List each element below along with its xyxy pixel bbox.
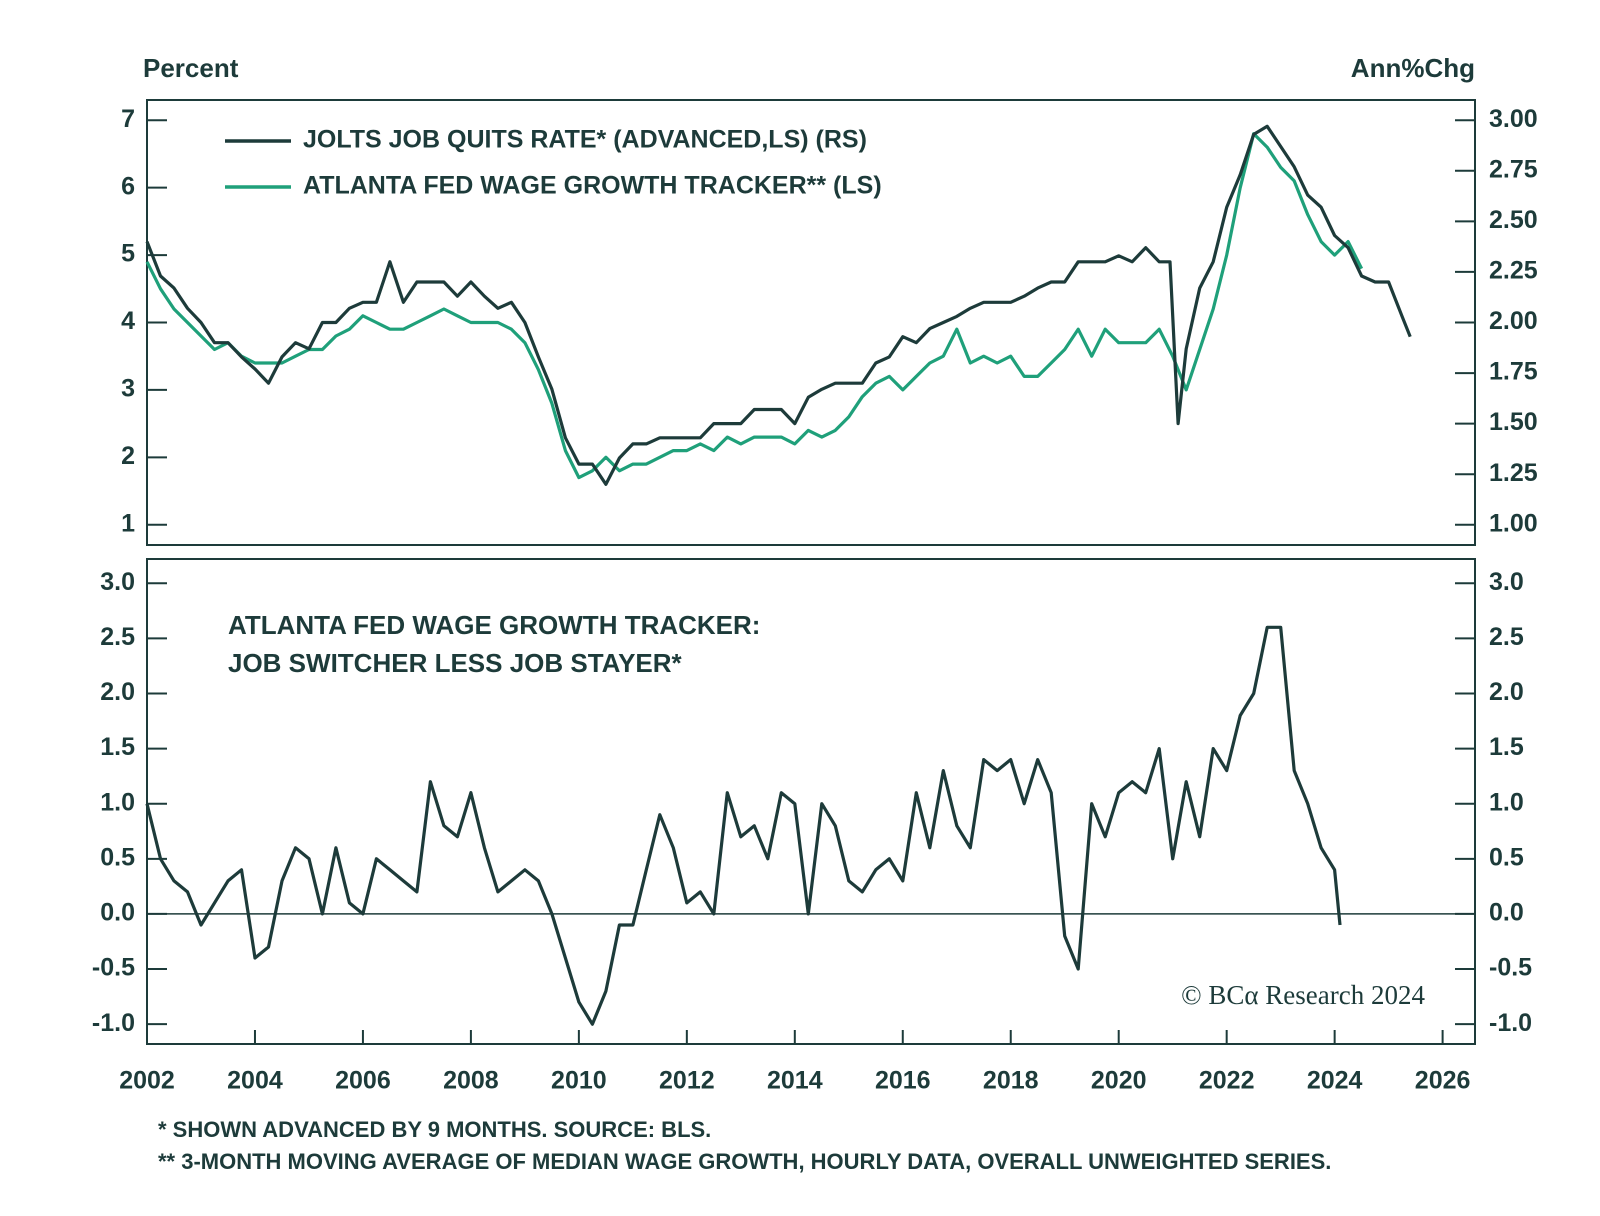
y-tick-label: -0.5 [92,954,135,982]
annotation: ATLANTA FED WAGE GROWTH TRACKER: [228,610,760,640]
plot-frame [146,99,1476,546]
y2-tick-label: 2.50 [1489,206,1538,234]
y-tick-label: 2.0 [100,678,135,706]
data-line [145,132,1364,480]
y2-tick-label: 1.75 [1489,358,1538,386]
y-tick-label: 3.0 [100,568,135,596]
y-tick-label: 2 [121,442,135,470]
x-tick-label: 2016 [875,1067,931,1095]
x-tick-label: 2022 [1199,1067,1255,1095]
y-tick-label: 6 [121,172,135,200]
x-tick-label: 2010 [551,1067,607,1095]
x-tick-label: 2012 [659,1067,715,1095]
y2-tick-label: -1.0 [1489,1009,1532,1037]
y2-tick-label: 0.0 [1489,899,1524,927]
y2-tick-label: 1.5 [1489,733,1524,761]
y2-tick-label: 2.75 [1489,155,1538,183]
y-tick-label: 4 [121,307,135,335]
x-tick-label: 2014 [767,1067,823,1095]
x-tick-label: 2026 [1415,1067,1471,1095]
x-tick-label: 2018 [983,1067,1039,1095]
y-tick-label: 2.5 [100,623,135,651]
y-tick-label: 1 [121,509,135,537]
y2-tick-label: 2.25 [1489,257,1538,285]
plot-frame [146,558,1476,1045]
legend-label: ATLANTA FED WAGE GROWTH TRACKER** (LS) [303,172,882,200]
y2-tick-label: 1.0 [1489,788,1524,816]
x-tick-label: 2008 [443,1067,499,1095]
data-line [145,124,1412,486]
y-tick-label: 0.0 [100,899,135,927]
y-tick-label: 7 [121,105,135,133]
credit: © BCα Research 2024 [1181,980,1425,1010]
x-tick-label: 2002 [119,1067,175,1095]
y-axis-label: Percent [143,53,239,83]
legend-label: JOLTS JOB QUITS RATE* (ADVANCED,LS) (RS) [303,126,867,154]
x-tick-label: 2024 [1307,1067,1363,1095]
annotation: JOB SWITCHER LESS JOB STAYER* [228,648,683,678]
y-tick-label: 1.0 [100,788,135,816]
y2-tick-label: 2.5 [1489,623,1524,651]
x-tick-label: 2006 [335,1067,391,1095]
y-tick-label: 5 [121,240,135,268]
y2-tick-label: 3.00 [1489,105,1538,133]
y2-tick-label: 0.5 [1489,843,1524,871]
y2-axis-label: Ann%Chg [1351,53,1475,83]
y-tick-label: 1.5 [100,733,135,761]
y2-tick-label: 1.50 [1489,408,1538,436]
footnote: ** 3-MONTH MOVING AVERAGE OF MEDIAN WAGE… [158,1149,1332,1174]
y2-tick-label: -0.5 [1489,954,1532,982]
y2-tick-label: 2.00 [1489,307,1538,335]
y-tick-label: -1.0 [92,1009,135,1037]
x-tick-label: 2020 [1091,1067,1147,1095]
y-tick-label: 3 [121,375,135,403]
data-line [145,625,1342,1026]
y2-tick-label: 1.25 [1489,459,1538,487]
x-tick-label: 2004 [227,1067,283,1095]
y-tick-label: 0.5 [100,843,135,871]
y2-tick-label: 2.0 [1489,678,1524,706]
y2-tick-label: 1.00 [1489,509,1538,537]
y2-tick-label: 3.0 [1489,568,1524,596]
footnote: * SHOWN ADVANCED BY 9 MONTHS. SOURCE: BL… [158,1117,712,1142]
